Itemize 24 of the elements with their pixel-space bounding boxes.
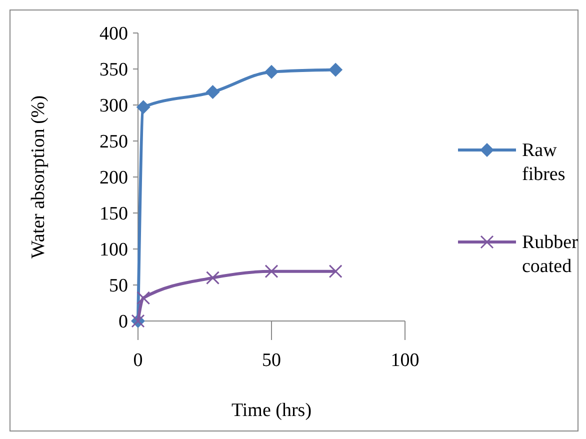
y-tick-label: 50 bbox=[109, 276, 128, 297]
y-tick-label: 250 bbox=[100, 132, 128, 153]
y-tick-label: 100 bbox=[100, 240, 128, 261]
point bbox=[136, 291, 150, 305]
legend-label: Rubber coated bbox=[522, 232, 579, 277]
point bbox=[206, 85, 220, 100]
point bbox=[206, 271, 220, 285]
x-tick-label: 0 bbox=[133, 350, 143, 371]
point bbox=[264, 64, 278, 79]
point bbox=[264, 264, 278, 278]
y-tick-label: 150 bbox=[100, 204, 128, 225]
y-tick-label: 200 bbox=[100, 168, 128, 189]
x-tick-label: 50 bbox=[262, 350, 281, 371]
x-axis-title: Time (hrs) bbox=[231, 400, 312, 421]
y-tick-label: 300 bbox=[100, 96, 128, 117]
y-tick-label: 400 bbox=[100, 24, 128, 45]
y-tick-label: 0 bbox=[118, 312, 128, 333]
x-tick-label: 100 bbox=[390, 350, 420, 371]
point bbox=[136, 100, 150, 114]
y-tick-label: 350 bbox=[100, 60, 128, 81]
point bbox=[328, 62, 343, 77]
point bbox=[328, 264, 342, 278]
y-axis-title: Water absorption (%) bbox=[28, 95, 49, 259]
legend-label: Raw fibres bbox=[522, 140, 566, 185]
